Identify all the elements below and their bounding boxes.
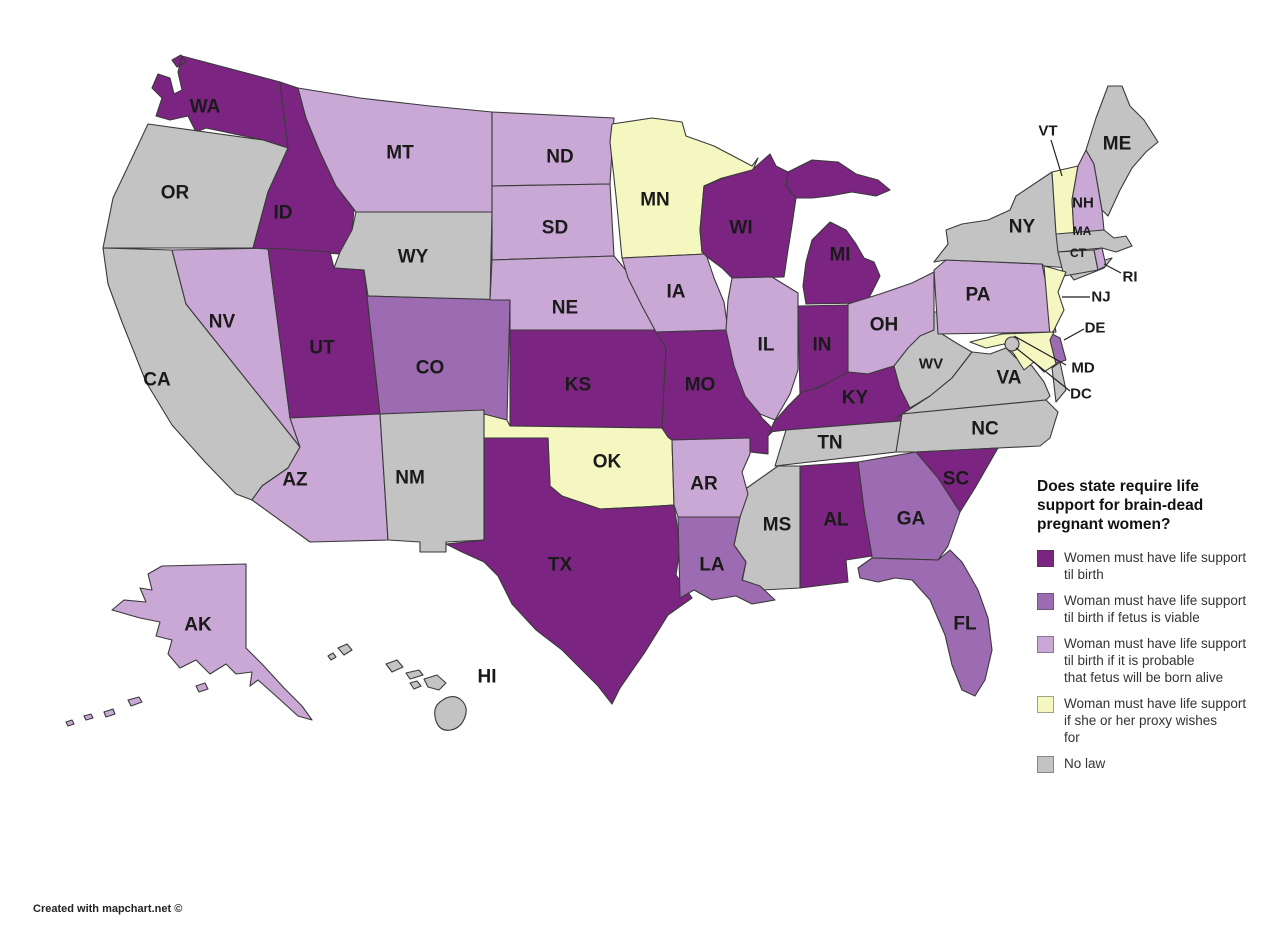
state-label-hi: HI [478, 667, 497, 688]
legend-item-label: Woman must have life support til birth i… [1064, 635, 1247, 685]
state-pa[interactable] [933, 259, 1057, 335]
leader-line-md [1013, 335, 1067, 366]
legend-swatch [1037, 695, 1054, 713]
state-label-wv: WV [919, 356, 943, 373]
state-label-ny: NY [1009, 217, 1036, 238]
state-ar[interactable] [671, 437, 751, 518]
legend-item-label: No law [1064, 755, 1106, 771]
state-label-sd: SD [542, 218, 568, 239]
state-label-il: IL [758, 335, 775, 356]
state-al[interactable] [799, 461, 873, 589]
state-label-dc: DC [1070, 386, 1092, 403]
state-label-ok: OK [593, 452, 622, 473]
state-me[interactable] [1085, 85, 1159, 217]
legend-swatch [1037, 592, 1054, 610]
state-label-nj: NJ [1091, 289, 1110, 306]
state-wi[interactable] [699, 153, 797, 279]
leader-line-dc [1015, 347, 1071, 392]
state-label-ri: RI [1123, 269, 1138, 286]
state-label-tn: TN [817, 433, 842, 454]
state-label-ct: CT [1070, 246, 1087, 260]
state-label-wy: WY [398, 247, 429, 268]
leader-line-ri [1103, 263, 1122, 274]
state-label-me: ME [1103, 134, 1132, 155]
state-mi[interactable] [785, 159, 891, 305]
state-label-va: VA [997, 368, 1022, 389]
state-dc[interactable] [1004, 336, 1020, 352]
legend-item-label: Woman must have life support if she or h… [1064, 695, 1247, 745]
legend-item-proxy: Woman must have life support if she or h… [1037, 695, 1252, 746]
state-label-id: ID [274, 203, 293, 224]
state-label-vt: VT [1038, 123, 1057, 140]
legend-items: Women must have life support til birth W… [1037, 549, 1252, 773]
legend-swatch [1037, 755, 1054, 773]
state-label-sc: SC [943, 469, 970, 490]
state-label-nd: ND [546, 147, 573, 168]
state-label-ca: CA [143, 370, 171, 391]
state-label-mo: MO [685, 375, 716, 396]
state-label-ky: KY [842, 388, 869, 409]
state-label-or: OR [161, 183, 190, 204]
legend-item-probable: Woman must have life support til birth i… [1037, 635, 1252, 686]
state-label-wi: WI [729, 218, 752, 239]
state-nc[interactable] [895, 399, 1059, 453]
leader-line-vt [1050, 139, 1063, 177]
state-il[interactable] [725, 276, 799, 421]
state-ak[interactable] [65, 563, 313, 727]
state-wv[interactable] [893, 311, 973, 409]
state-label-az: AZ [282, 470, 308, 491]
legend-item-viable: Woman must have life support til birth i… [1037, 592, 1252, 626]
state-label-ga: GA [897, 509, 926, 530]
state-fl[interactable] [857, 549, 993, 697]
legend-item-label: Women must have life support til birth [1064, 549, 1247, 582]
state-label-ut: UT [309, 338, 335, 359]
state-hi[interactable] [327, 643, 467, 731]
legend-item-no_law: No law [1037, 755, 1252, 773]
state-label-ar: AR [690, 474, 718, 495]
state-label-mn: MN [640, 190, 670, 211]
state-label-nm: NM [395, 468, 425, 489]
callout-leader-lines [1013, 139, 1122, 392]
state-tx[interactable] [445, 437, 693, 705]
legend-item-til_birth: Women must have life support til birth [1037, 549, 1252, 583]
state-label-de: DE [1085, 320, 1106, 337]
leader-line-de [1063, 328, 1085, 341]
state-label-fl: FL [953, 614, 977, 635]
state-label-in: IN [813, 335, 832, 356]
state-ri[interactable] [1093, 247, 1107, 271]
state-ma[interactable] [1055, 229, 1133, 253]
legend-swatch [1037, 635, 1054, 653]
state-la[interactable] [677, 516, 776, 605]
state-label-ne: NE [552, 298, 578, 319]
state-label-wa: WA [190, 97, 221, 118]
legend-title: Does state require life support for brai… [1037, 478, 1204, 533]
state-label-pa: PA [966, 285, 991, 306]
state-label-ma: MA [1073, 224, 1092, 238]
state-label-nh: NH [1072, 195, 1094, 212]
state-label-tx: TX [548, 555, 573, 576]
state-label-co: CO [416, 358, 445, 379]
state-label-nc: NC [971, 419, 999, 440]
state-label-ak: AK [184, 615, 212, 636]
state-label-mt: MT [386, 143, 414, 164]
state-labels: WA OR CA NV ID MT WY UT CO AZ NM ND SD N… [143, 97, 1137, 688]
legend-item-label: Woman must have life support til birth i… [1064, 592, 1247, 625]
state-label-mi: MI [829, 245, 850, 266]
state-label-al: AL [823, 510, 849, 531]
state-label-nv: NV [209, 312, 236, 333]
legend-swatch [1037, 549, 1054, 567]
attribution: Created with mapchart.net © [33, 903, 183, 915]
state-shapes [65, 54, 1159, 731]
state-label-ms: MS [763, 515, 792, 536]
state-label-ks: KS [565, 375, 591, 396]
legend: Does state require life support for brai… [1037, 478, 1252, 782]
state-label-la: LA [699, 555, 725, 576]
state-label-ia: IA [667, 282, 686, 303]
state-label-md: MD [1071, 360, 1094, 377]
state-label-oh: OH [870, 315, 899, 336]
state-mn[interactable] [609, 117, 759, 259]
